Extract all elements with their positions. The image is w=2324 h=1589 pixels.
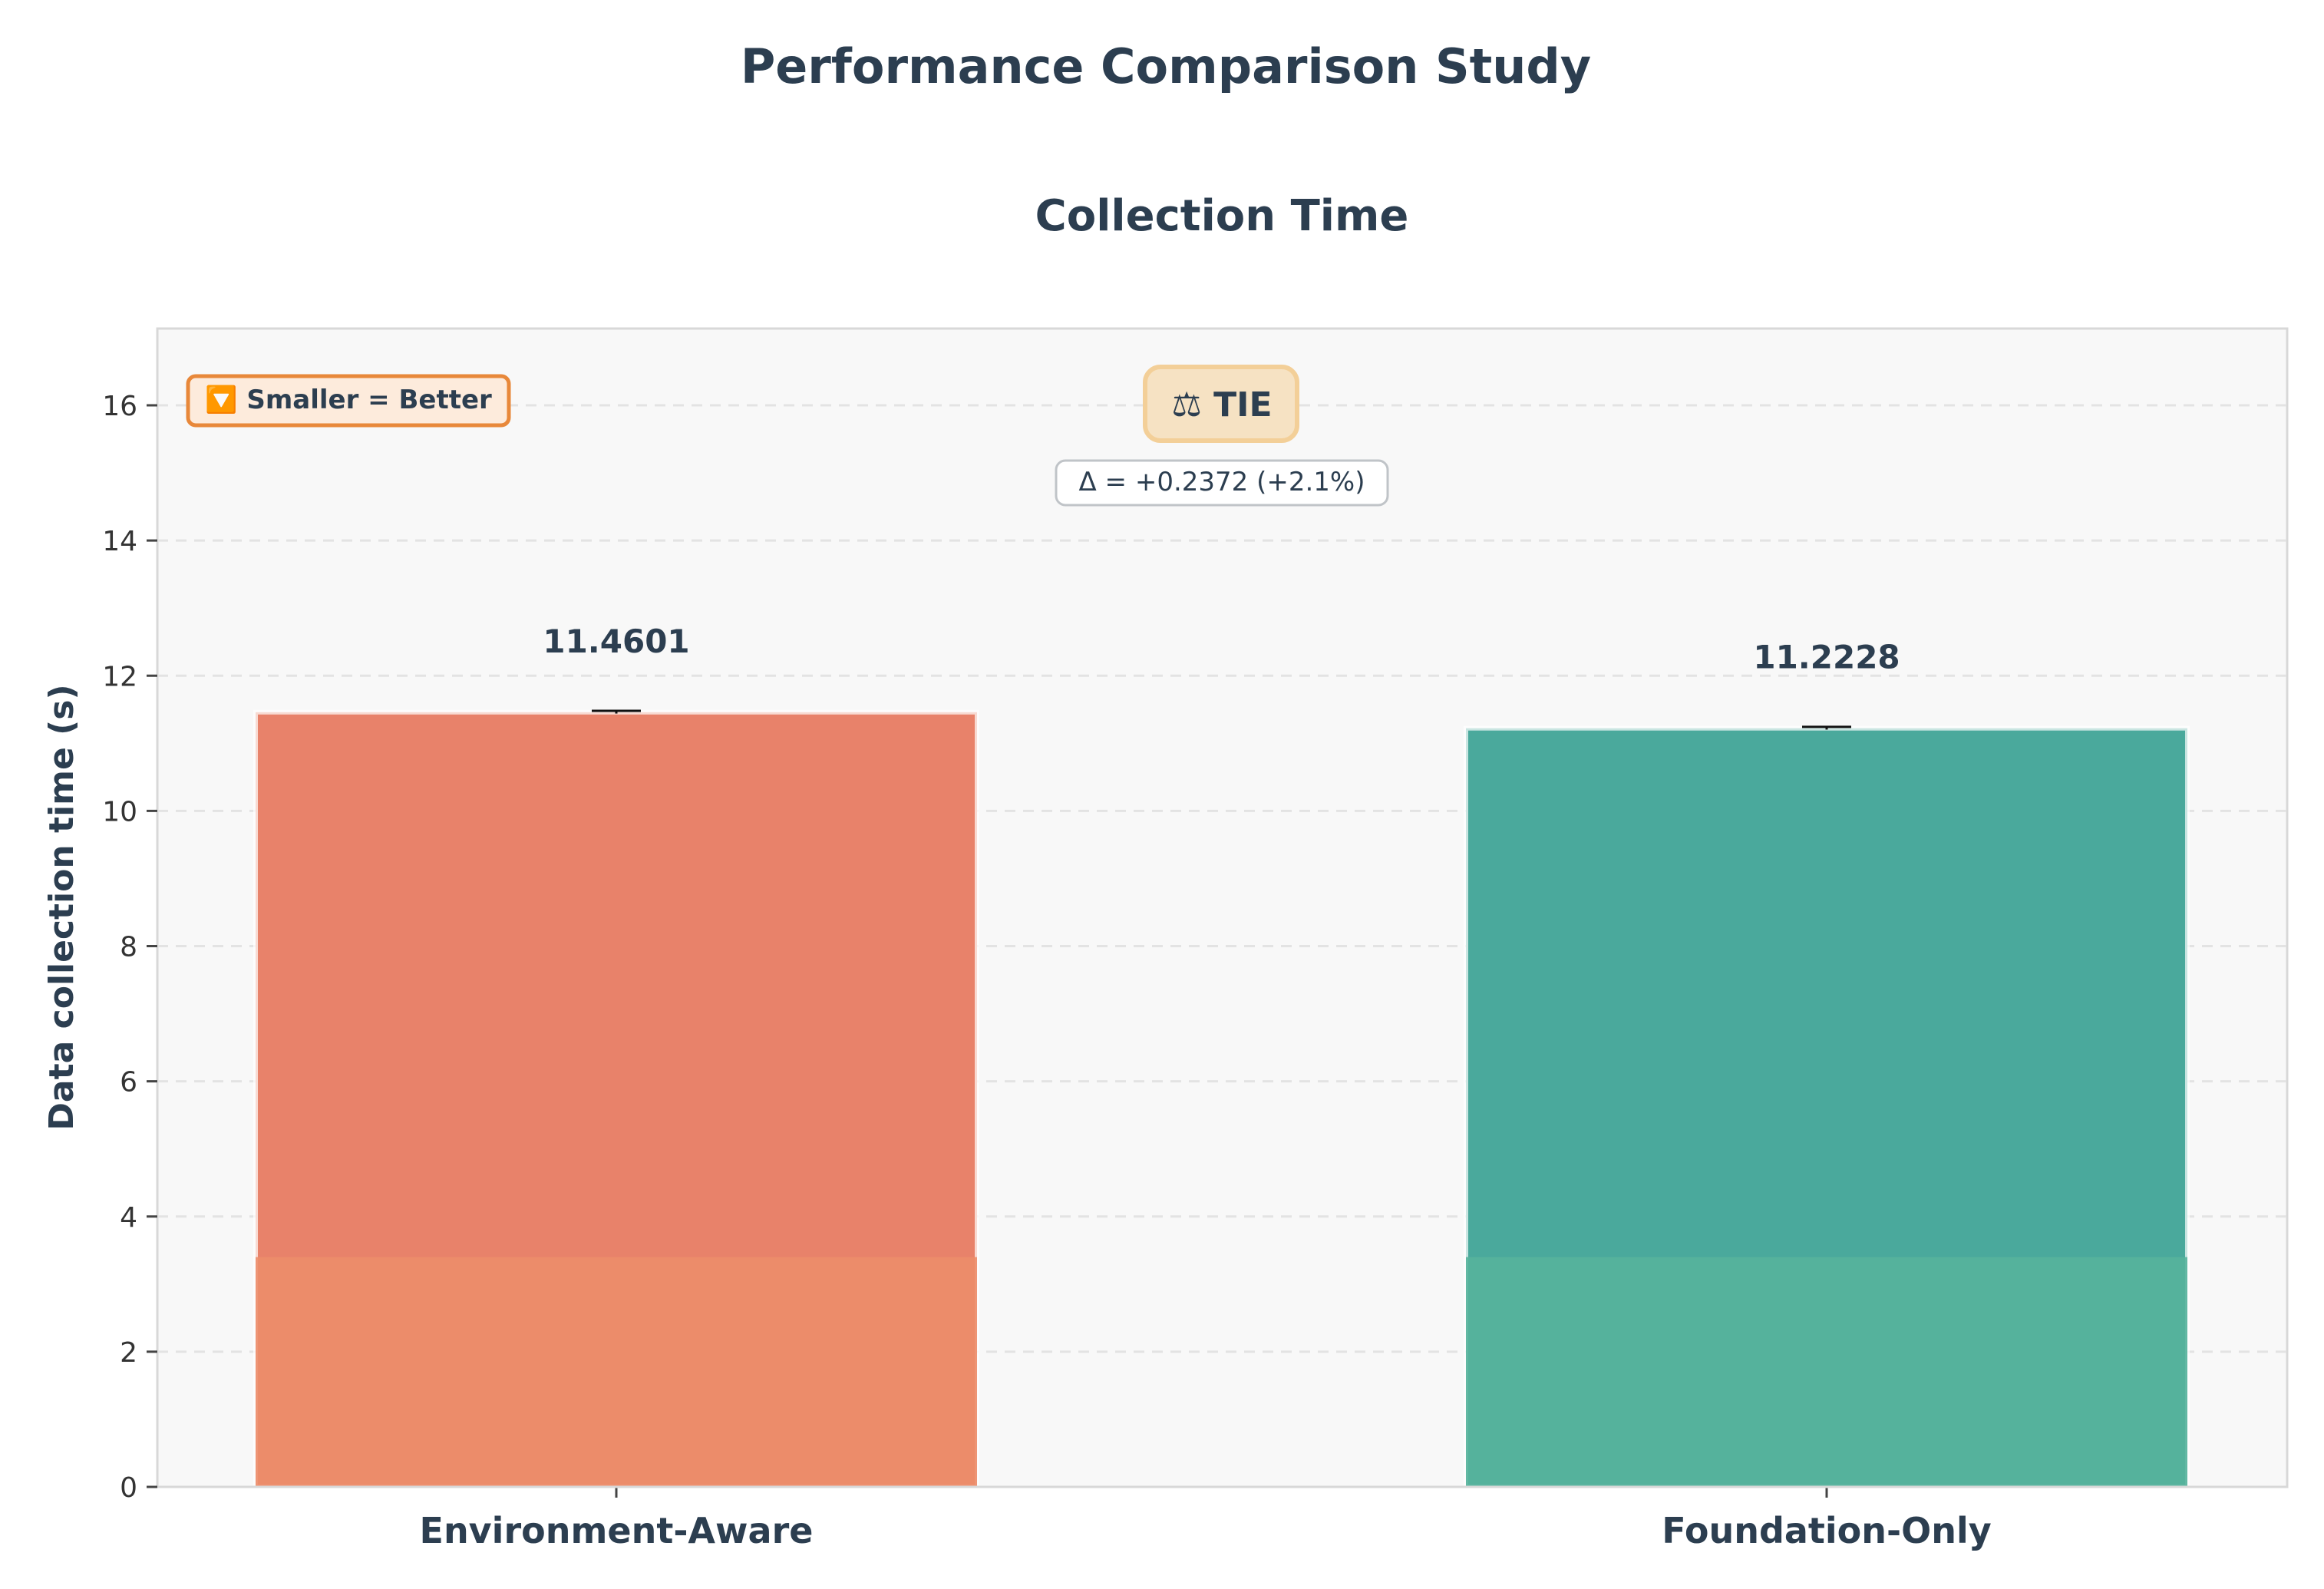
delta-text: Δ = +0.2372 (+2.1%) — [1078, 467, 1365, 497]
delta-annotation: Δ = +0.2372 (+2.1%) — [1055, 459, 1389, 507]
x-tick-label: Environment-Aware — [420, 1510, 814, 1551]
bars: 11.4601 11.2228 — [253, 623, 2190, 1489]
bar-value-label: 11.4601 — [543, 623, 689, 660]
y-axis-ticks: 0 2 4 6 8 10 12 14 16 — [102, 391, 157, 1504]
hint-text: 🔽 Smaller = Better — [205, 385, 492, 415]
y-tick-label: 4 — [120, 1202, 137, 1234]
verdict-badge: ⚖ TIE — [1143, 365, 1299, 443]
verdict-text: ⚖ TIE — [1171, 385, 1272, 425]
y-tick-label: 14 — [102, 526, 137, 557]
bar-value-label: 11.2228 — [1753, 639, 1900, 676]
smaller-better-hint: 🔽 Smaller = Better — [186, 374, 511, 428]
x-axis-ticks: Environment-Aware Foundation-Only — [157, 1485, 2287, 1551]
y-axis-label: Data collection time (s) — [42, 684, 81, 1130]
bar-lower-segment — [1466, 1257, 2187, 1487]
y-tick-label: 12 — [102, 661, 137, 692]
x-tick-label: Foundation-Only — [1662, 1510, 1991, 1551]
y-tick-label: 6 — [120, 1067, 137, 1098]
y-tick-label: 16 — [102, 391, 137, 422]
y-tick-label: 2 — [120, 1337, 137, 1369]
figure-title: Performance Comparison Study — [741, 38, 1591, 94]
bar-lower-segment — [256, 1257, 977, 1487]
chart-title: Collection Time — [1035, 191, 1409, 241]
y-tick-label: 8 — [120, 932, 137, 963]
y-tick-label: 0 — [120, 1472, 137, 1504]
y-tick-label: 10 — [102, 796, 137, 828]
